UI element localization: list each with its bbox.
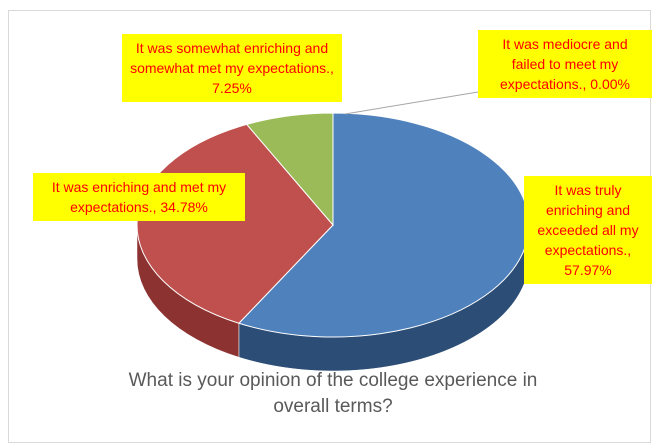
data-label: It was somewhat enriching and somewhat m… — [122, 34, 342, 102]
data-label: It was truly enriching and exceeded all … — [524, 176, 652, 284]
leader-line — [344, 91, 479, 115]
tops — [136, 112, 530, 338]
slice — [237, 112, 530, 338]
data-label: It was enriching and met my expectations… — [33, 173, 245, 221]
chart-title: What is your opinion of the college expe… — [128, 370, 538, 417]
data-label: It was mediocre and failed to meet my ex… — [478, 30, 652, 98]
